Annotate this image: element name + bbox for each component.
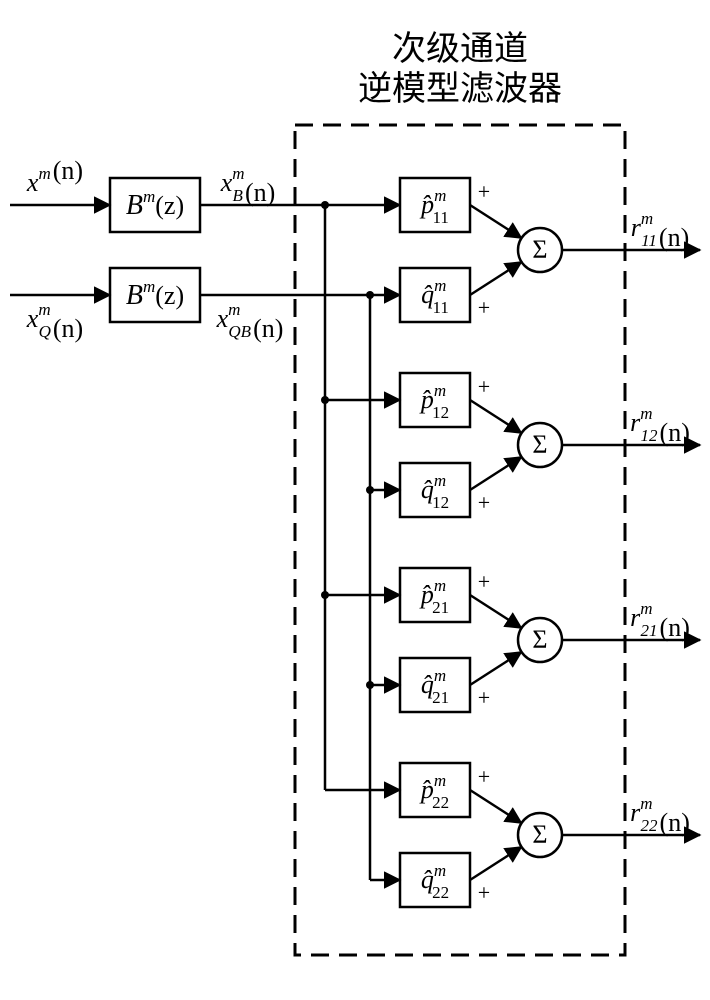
b-filter-label-2: Bm(z)	[126, 277, 184, 311]
wire-q-sum-21	[470, 652, 521, 685]
wire-p-sum-21	[470, 595, 521, 628]
plus-q-22: +	[478, 880, 490, 905]
node-p-12	[321, 396, 329, 404]
sigma-11: Σ	[532, 235, 547, 264]
label-r-11: rm11(n)	[631, 209, 689, 252]
sigma-21: Σ	[532, 625, 547, 654]
label-r-12: rm12(n)	[630, 404, 690, 447]
node-q-12	[366, 486, 374, 494]
plus-p-22: +	[478, 764, 490, 789]
plus-p-12: +	[478, 374, 490, 399]
label-r-22: rm22(n)	[630, 794, 690, 837]
wire-q-sum-11	[470, 262, 521, 295]
plus-p-21: +	[478, 569, 490, 594]
b-filter-label-1: Bm(z)	[126, 187, 184, 221]
plus-p-11: +	[478, 179, 490, 204]
node-top	[321, 201, 329, 209]
sigma-22: Σ	[532, 820, 547, 849]
label-xqb-m-n: xmQB(n)	[216, 300, 284, 343]
plus-q-12: +	[478, 490, 490, 515]
node-q-21	[366, 681, 374, 689]
node-p-21	[321, 591, 329, 599]
wire-p-sum-11	[470, 205, 521, 238]
title-line-2: 逆模型滤波器	[358, 70, 562, 108]
label-xq-m-n: xmQ(n)	[26, 300, 83, 343]
label-r-21: rm21(n)	[630, 599, 690, 642]
wire-q-sum-12	[470, 457, 521, 490]
label-xb-m-n: xmB(n)	[220, 164, 276, 207]
title-line-1: 次级通道	[392, 30, 528, 68]
wire-p-sum-22	[470, 790, 521, 823]
sigma-12: Σ	[532, 430, 547, 459]
plus-q-21: +	[478, 685, 490, 710]
plus-q-11: +	[478, 295, 490, 320]
node-bot	[366, 291, 374, 299]
wire-q-sum-22	[470, 847, 521, 880]
label-x-m-n: xm(n)	[26, 156, 83, 197]
wire-p-sum-12	[470, 400, 521, 433]
